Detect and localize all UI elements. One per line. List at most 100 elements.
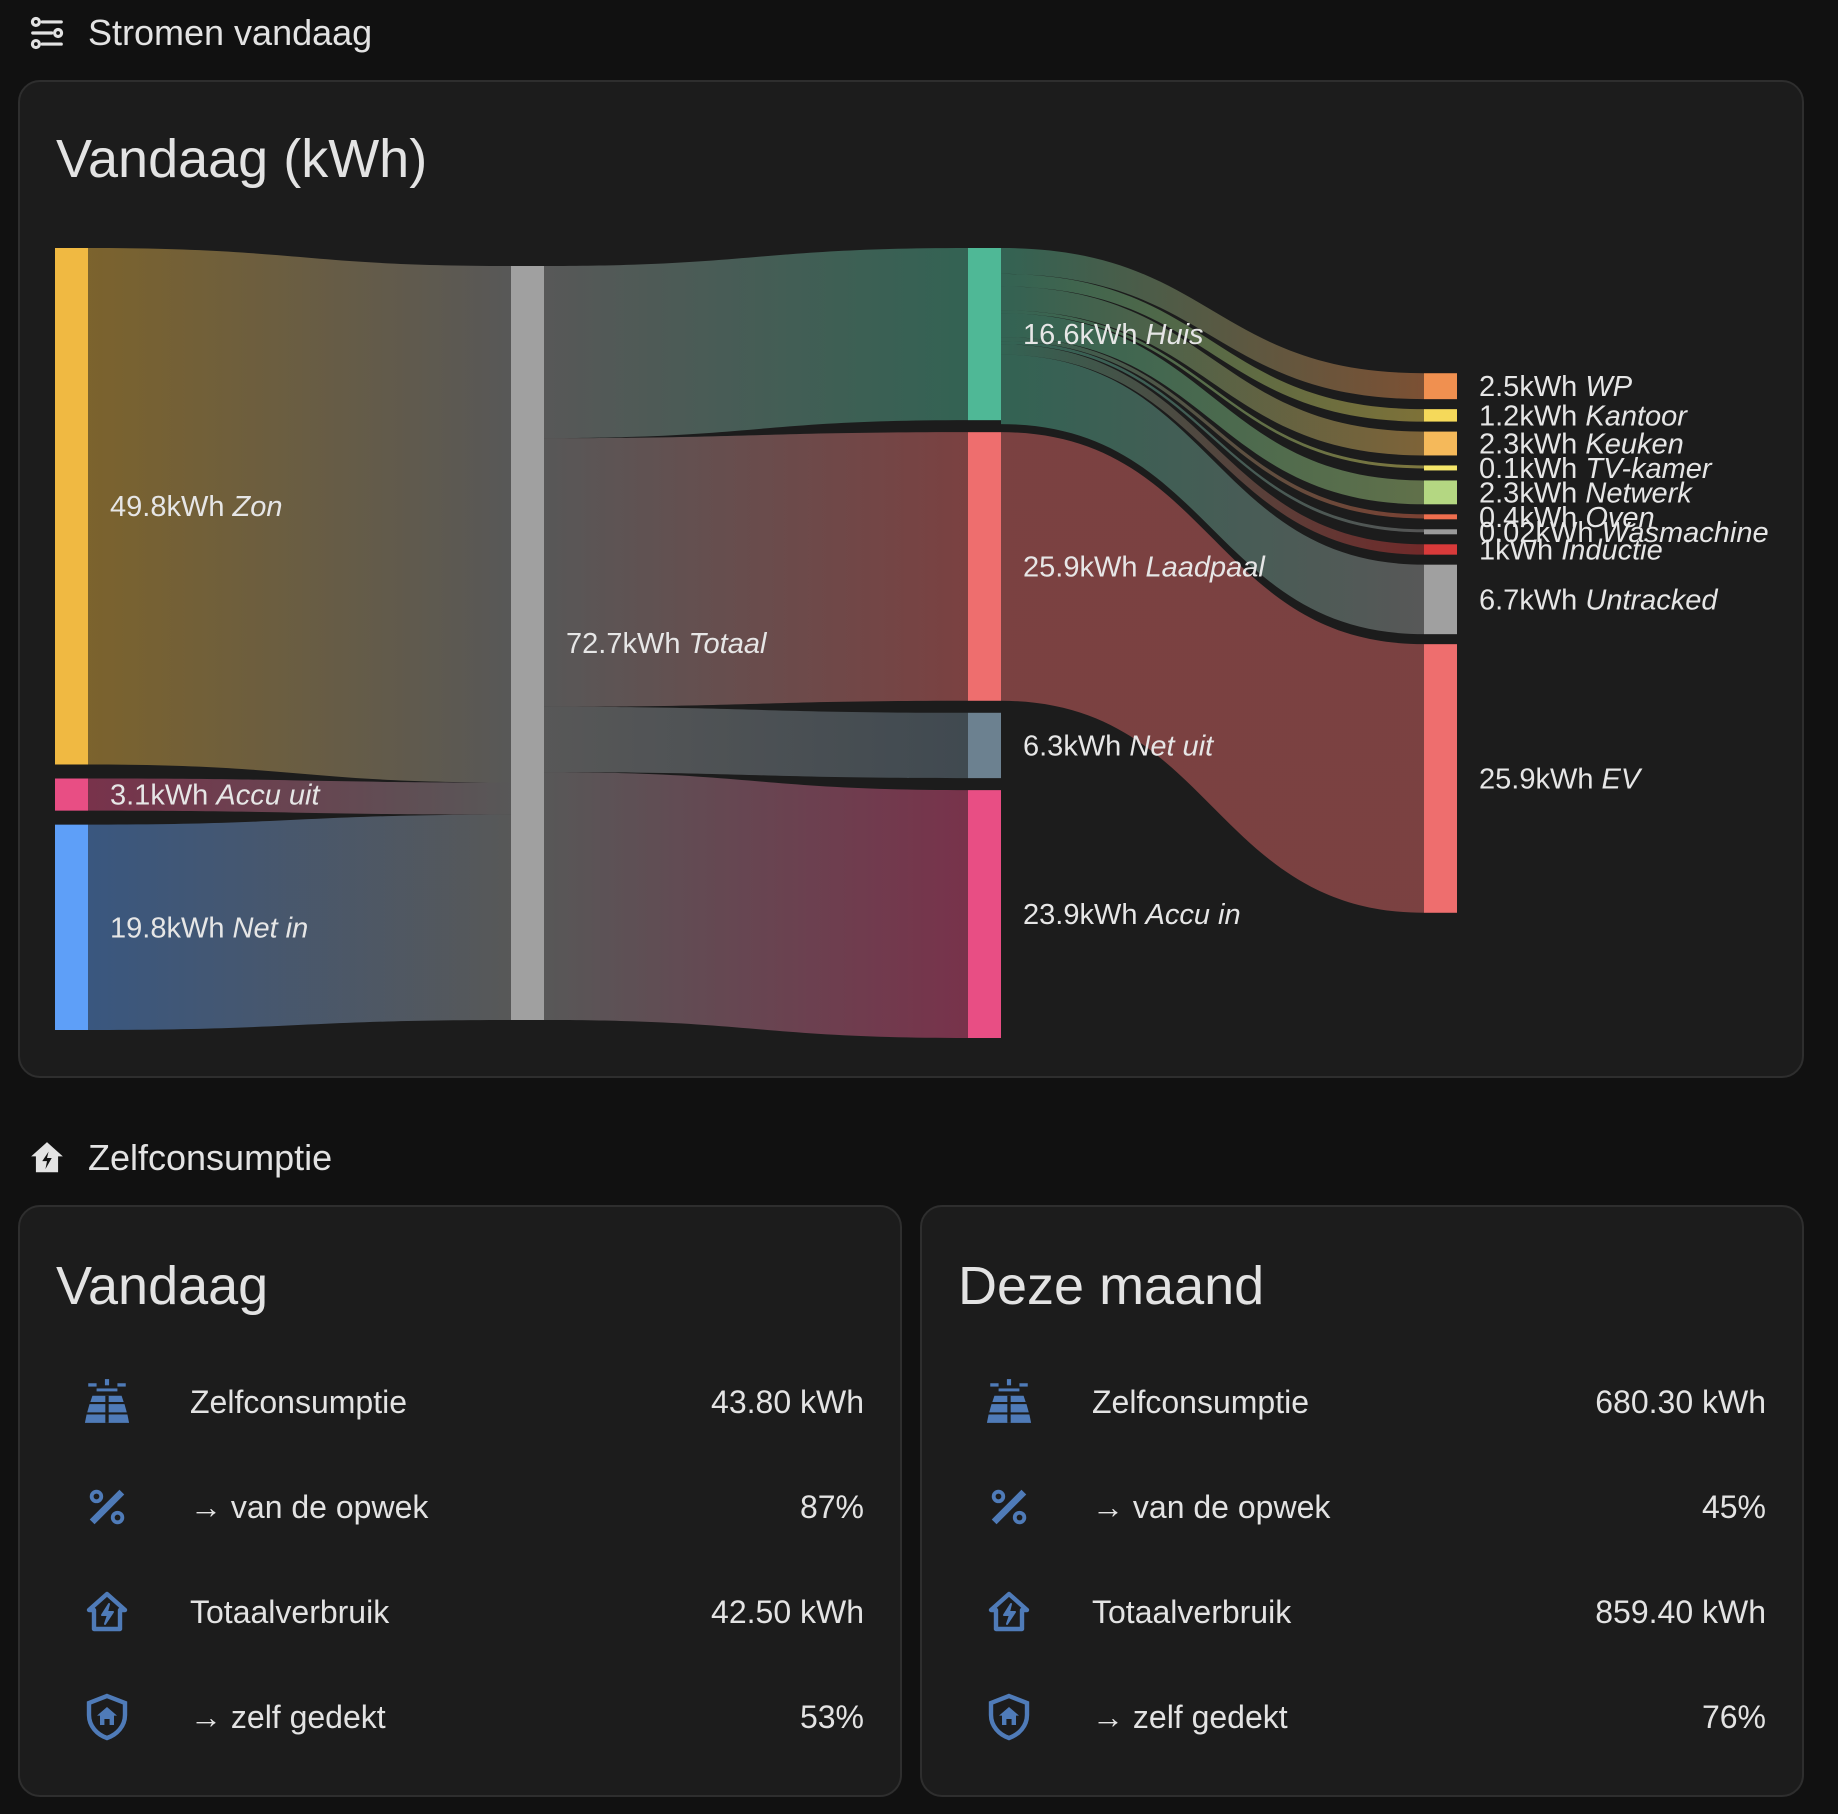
- sankey-label-tvkamer: 0.1kWh TV-kamer: [1479, 453, 1713, 485]
- sankey-node-laadpaal[interactable]: [968, 432, 1001, 701]
- stats-card-title: Vandaag: [56, 1256, 269, 1316]
- sankey-value: 23.9kWh: [1023, 899, 1146, 931]
- sankey-link-huis-oven: [1001, 337, 1424, 519]
- stat-row-of-production[interactable]: → van de opwek 87%: [56, 1462, 864, 1552]
- sankey-node-net_in[interactable]: [55, 824, 88, 1030]
- stat-label: Totaalverbruik: [1092, 1593, 1292, 1630]
- sankey-value: 0.1kWh: [1479, 453, 1585, 485]
- sankey-link-laadpaal-ev: [1001, 432, 1424, 913]
- sankey-node-huis[interactable]: [968, 248, 1001, 421]
- stat-row-self-covered[interactable]: → zelf gedekt 53%: [56, 1672, 864, 1762]
- sankey-name: Huis: [1146, 319, 1204, 351]
- sankey-link-net_in-totaal: [88, 814, 511, 1030]
- sankey-name: Inductie: [1561, 534, 1663, 566]
- section-title-self: Zelfconsumptie: [88, 1137, 333, 1178]
- sankey-label-laadpaal: 25.9kWh Laadpaal: [1023, 551, 1266, 583]
- sankey-node-totaal[interactable]: [511, 266, 544, 1020]
- sankey-label-kantoor: 1.2kWh Kantoor: [1479, 400, 1688, 432]
- sankey-value: 0.02kWh: [1479, 517, 1602, 549]
- stat-value: 859.40 kWh: [1595, 1593, 1766, 1630]
- sankey-link-totaal-accu_in: [544, 772, 968, 1038]
- sankey-card-title: Vandaag (kWh): [56, 129, 428, 189]
- sankey-link-huis-netwerk: [1001, 313, 1424, 505]
- sankey-link-huis-inductie: [1001, 344, 1424, 555]
- stat-label: Totaalverbruik: [190, 1593, 390, 1630]
- sankey-link-zon-totaal: [88, 248, 511, 783]
- stat-row-self-covered[interactable]: → zelf gedekt 76%: [958, 1672, 1766, 1762]
- sankey-label-accu_uit: 3.1kWh Accu uit: [110, 780, 321, 812]
- percent-icon: [976, 1474, 1042, 1540]
- section-header-flows: Stromen vandaag: [28, 3, 372, 63]
- sankey-link-huis-wp: [1001, 248, 1424, 400]
- stats-card-today: Vandaag Zelfconsumptie 43.80 kWh → van d…: [18, 1205, 902, 1797]
- sankey-node-ev[interactable]: [1424, 644, 1457, 913]
- sankey-label-wp: 2.5kWh WP: [1479, 371, 1633, 403]
- sankey-node-net_uit[interactable]: [968, 712, 1001, 779]
- section-title-flows: Stromen vandaag: [88, 12, 373, 53]
- sankey-link-huis-kantoor: [1001, 273, 1424, 422]
- sankey-value: 6.3kWh: [1023, 730, 1129, 762]
- sankey-node-kantoor[interactable]: [1424, 409, 1457, 422]
- stat-value: 87%: [799, 1488, 864, 1525]
- sankey-node-accu_in[interactable]: [968, 790, 1001, 1038]
- sankey-name: Wasmachine: [1602, 517, 1769, 549]
- stat-row-of-production[interactable]: → van de opwek 45%: [958, 1462, 1766, 1552]
- sankey-label-huis: 16.6kWh Huis: [1023, 319, 1204, 351]
- sankey-label-inductie: 1kWh Inductie: [1479, 534, 1663, 566]
- stat-row-self-consumption[interactable]: Zelfconsumptie 43.80 kWh: [56, 1357, 864, 1447]
- sankey-link-totaal-laadpaal: [544, 432, 968, 707]
- sankey-node-oven[interactable]: [1424, 514, 1457, 520]
- sankey-value: 25.9kWh: [1479, 763, 1602, 795]
- sankey-label-oven: 0.4kWh Oven: [1479, 502, 1655, 534]
- sankey-link-huis-wasmachine: [1001, 341, 1424, 533]
- sankey-label-accu_in: 23.9kWh Accu in: [1023, 899, 1241, 931]
- sankey-name: Untracked: [1585, 584, 1718, 616]
- sankey-name: EV: [1602, 763, 1643, 795]
- sankey-label-totaal: 72.7kWh Totaal: [566, 628, 768, 660]
- sankey-name: Laadpaal: [1146, 551, 1267, 583]
- sankey-value: 2.3kWh: [1479, 429, 1585, 461]
- sankey-label-ev: 25.9kWh EV: [1479, 763, 1643, 795]
- stats-card-month: Deze maand Zelfconsumptie 680.30 kWh → v…: [920, 1205, 1804, 1797]
- stat-value: 53%: [799, 1698, 864, 1735]
- flow-icon: [28, 14, 66, 52]
- sankey-value: 1kWh: [1479, 534, 1561, 566]
- home-lightning-icon: [976, 1579, 1042, 1645]
- sankey-name: Keuken: [1585, 429, 1683, 461]
- sankey-node-wasmachine[interactable]: [1424, 529, 1457, 535]
- sankey-name: Net uit: [1129, 730, 1215, 762]
- sankey-name: Net in: [233, 912, 309, 944]
- sankey-value: 19.8kWh: [110, 912, 233, 944]
- stat-label: Zelfconsumptie: [1092, 1383, 1309, 1420]
- home-lightning-icon: [28, 1139, 66, 1177]
- stat-label: → van de opwek: [1092, 1488, 1331, 1525]
- sankey-node-zon[interactable]: [55, 248, 88, 765]
- sankey-value: 1.2kWh: [1479, 400, 1585, 432]
- sankey-value: 49.8kWh: [110, 491, 233, 523]
- sankey-node-accu_uit[interactable]: [55, 778, 88, 811]
- sankey-link-totaal-huis: [544, 248, 968, 439]
- sankey-node-netwerk[interactable]: [1424, 480, 1457, 505]
- sankey-node-keuken[interactable]: [1424, 431, 1457, 456]
- sankey-name: TV-kamer: [1585, 453, 1713, 485]
- stat-label: → van de opwek: [190, 1488, 429, 1525]
- stat-value: 45%: [1701, 1488, 1766, 1525]
- sankey-name: Kantoor: [1585, 400, 1688, 432]
- sankey-label-zon: 49.8kWh Zon: [110, 491, 282, 523]
- stat-row-self-consumption[interactable]: Zelfconsumptie 680.30 kWh: [958, 1357, 1766, 1447]
- sankey-node-untracked[interactable]: [1424, 564, 1457, 635]
- solar-panel-icon: [74, 1369, 140, 1435]
- sankey-node-inductie[interactable]: [1424, 544, 1457, 555]
- sankey-label-net_in: 19.8kWh Net in: [110, 912, 308, 944]
- sankey-name: Accu in: [1144, 899, 1241, 931]
- stat-row-total-consumption[interactable]: Totaalverbruik 859.40 kWh: [958, 1567, 1766, 1657]
- section-header-self: Zelfconsumptie: [28, 1128, 332, 1188]
- percent-icon: [74, 1474, 140, 1540]
- stat-row-total-consumption[interactable]: Totaalverbruik 42.50 kWh: [56, 1567, 864, 1657]
- sankey-label-net_uit: 6.3kWh Net uit: [1023, 730, 1215, 762]
- sankey-node-wp[interactable]: [1424, 373, 1457, 400]
- sankey-name: Totaal: [689, 628, 768, 660]
- stat-label: → zelf gedekt: [1092, 1698, 1288, 1735]
- sankey-node-tvkamer[interactable]: [1424, 465, 1457, 471]
- sankey-link-accu_uit-totaal: [88, 778, 511, 815]
